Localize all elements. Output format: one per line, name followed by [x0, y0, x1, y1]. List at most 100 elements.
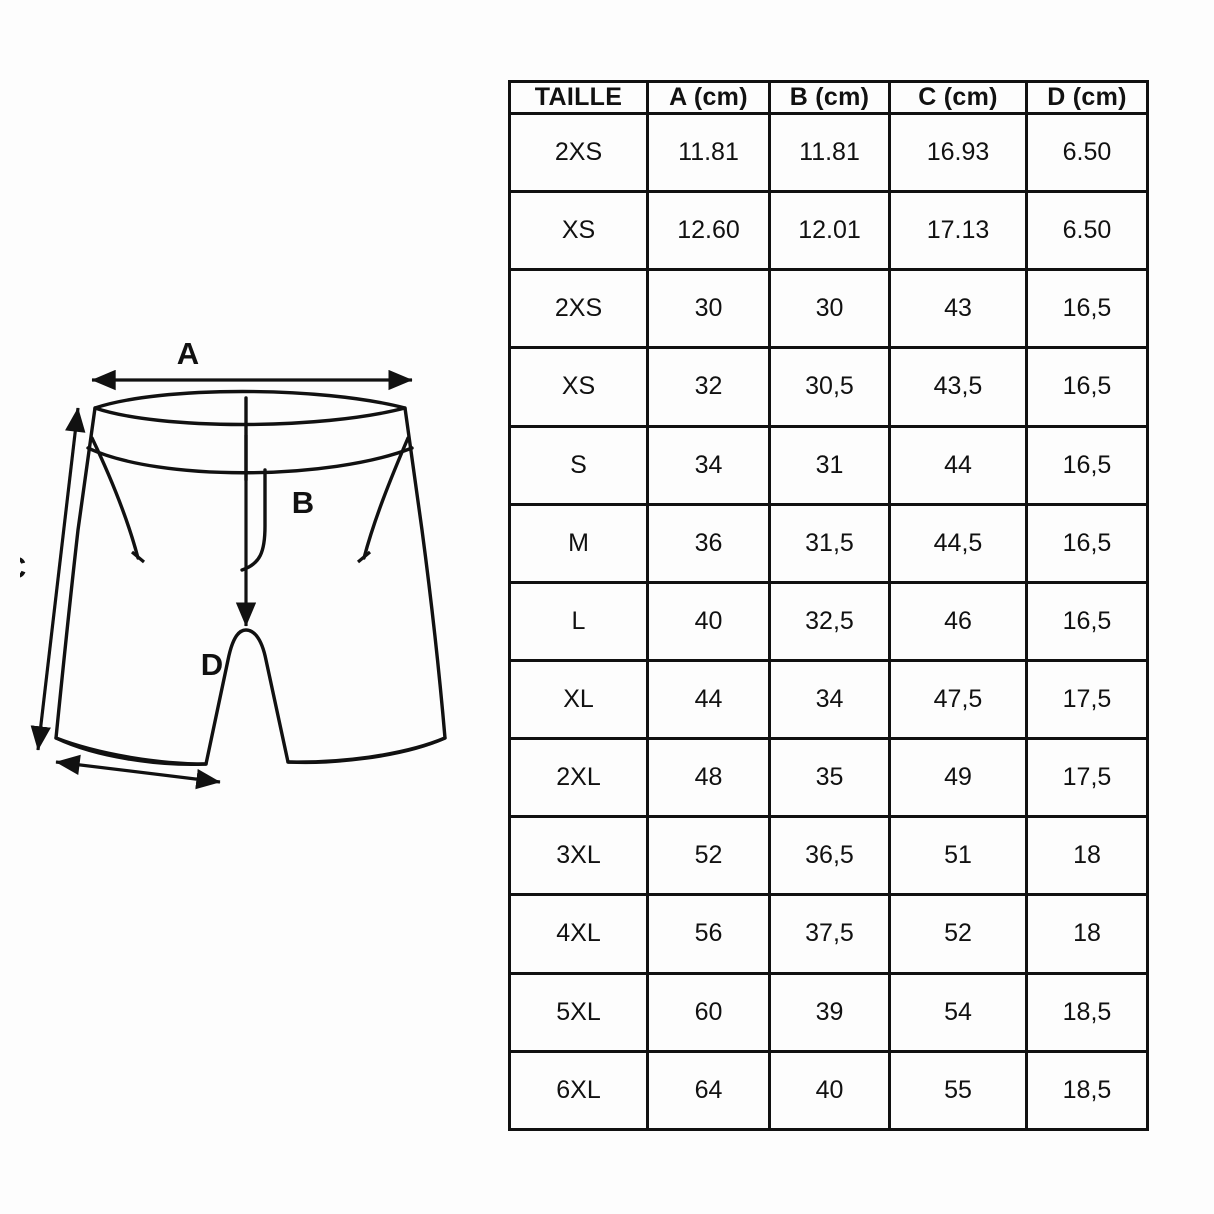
cell-c: 43,5 [888, 346, 1028, 428]
cell-a: 30 [646, 268, 771, 350]
cell-a: 12.60 [646, 190, 771, 272]
column-header-b: B (cm) [768, 80, 891, 115]
cell-b: 12.01 [768, 190, 891, 272]
cell-size: 3XL [508, 815, 649, 897]
cell-b: 31 [768, 424, 891, 506]
cell-b: 40 [768, 1049, 891, 1132]
cell-b: 30 [768, 268, 891, 350]
cell-b: 35 [768, 737, 891, 819]
cell-b: 34 [768, 658, 891, 741]
cell-size: 6XL [508, 1049, 649, 1132]
cell-d: 18,5 [1025, 1049, 1149, 1132]
cell-c: 17.13 [888, 190, 1028, 272]
cell-d: 16,5 [1025, 268, 1149, 350]
cell-a: 36 [646, 502, 771, 584]
cell-c: 49 [888, 737, 1028, 819]
table-row: 2XL 48 35 49 17,5 [508, 737, 1149, 819]
cell-size: XS [508, 346, 649, 428]
cell-a: 48 [646, 737, 771, 819]
dimension-label-a: A [177, 336, 199, 371]
cell-a: 64 [646, 1049, 771, 1132]
table-row: 5XL 60 39 54 18,5 [508, 971, 1149, 1053]
cell-a: 32 [646, 346, 771, 428]
table-row: XS 12.60 12.01 17.13 6.50 [508, 190, 1149, 272]
cell-size: 4XL [508, 893, 649, 975]
cell-a: 44 [646, 658, 771, 741]
shorts-technical-drawing: A B C D [20, 336, 447, 790]
cell-size: 5XL [508, 971, 649, 1053]
right-pocket-tick [356, 550, 372, 564]
cell-d: 6.50 [1025, 111, 1149, 194]
cell-size: 2XS [508, 268, 649, 350]
column-header-d: D (cm) [1025, 80, 1149, 115]
table-row: XS 32 30,5 43,5 16,5 [508, 346, 1149, 428]
table-row: L 40 32,5 46 16,5 [508, 580, 1149, 662]
cell-d: 16,5 [1025, 502, 1149, 584]
cell-d: 18,5 [1025, 971, 1149, 1053]
dimension-arrow-d [55, 754, 221, 790]
table-row: XL 44 34 47,5 17,5 [508, 658, 1149, 741]
cell-size: S [508, 424, 649, 506]
left-pocket-seam [90, 436, 140, 560]
dimension-arrow-c [30, 407, 86, 751]
cell-size: XL [508, 658, 649, 741]
column-header-c: C (cm) [888, 80, 1028, 115]
right-hem-edge [286, 736, 447, 764]
table-header-row: TAILLE A (cm) B (cm) C (cm) D (cm) [508, 80, 1149, 115]
cell-c: 16.93 [888, 111, 1028, 194]
cell-b: 36,5 [768, 815, 891, 897]
cell-c: 55 [888, 1049, 1028, 1132]
cell-b: 39 [768, 971, 891, 1053]
table-row: M 36 31,5 44,5 16,5 [508, 502, 1149, 584]
cell-d: 17,5 [1025, 737, 1149, 819]
cell-c: 46 [888, 580, 1028, 662]
dimension-label-d: D [201, 647, 223, 682]
size-chart-table: TAILLE A (cm) B (cm) C (cm) D (cm) 2XS 1… [508, 80, 1149, 1132]
left-pocket-tick [130, 550, 146, 564]
cell-c: 43 [888, 268, 1028, 350]
cell-size: XS [508, 190, 649, 272]
right-pocket-seam [362, 436, 410, 560]
cell-c: 54 [888, 971, 1028, 1053]
cell-b: 31,5 [768, 502, 891, 584]
cell-b: 30,5 [768, 346, 891, 428]
cell-b: 32,5 [768, 580, 891, 662]
cell-d: 16,5 [1025, 424, 1149, 506]
table-row: 2XS 11.81 11.81 16.93 6.50 [508, 111, 1149, 194]
cell-d: 17,5 [1025, 658, 1149, 741]
table-row: 4XL 56 37,5 52 18 [508, 893, 1149, 975]
waistband-top-seam [93, 406, 407, 427]
cell-c: 44 [888, 424, 1028, 506]
cell-c: 47,5 [888, 658, 1028, 741]
cell-d: 18 [1025, 893, 1149, 975]
cell-c: 52 [888, 893, 1028, 975]
cell-a: 52 [646, 815, 771, 897]
cell-size: 2XL [508, 737, 649, 819]
cell-a: 56 [646, 893, 771, 975]
cell-c: 44,5 [888, 502, 1028, 584]
cell-a: 40 [646, 580, 771, 662]
waistband-bottom-seam [86, 446, 414, 475]
cell-d: 18 [1025, 815, 1149, 897]
cell-size: L [508, 580, 649, 662]
dimension-label-b: B [292, 485, 314, 520]
shorts-diagram-panel: A B C D [0, 0, 500, 1214]
cell-a: 34 [646, 424, 771, 506]
dimension-label-c: C [20, 550, 26, 585]
table-row: 2XS 30 30 43 16,5 [508, 268, 1149, 350]
cell-d: 16,5 [1025, 346, 1149, 428]
table-row: S 34 31 44 16,5 [508, 424, 1149, 506]
table-row: 3XL 52 36,5 51 18 [508, 815, 1149, 897]
cell-c: 51 [888, 815, 1028, 897]
cell-b: 37,5 [768, 893, 891, 975]
cell-a: 60 [646, 971, 771, 1053]
cell-d: 16,5 [1025, 580, 1149, 662]
table-row: 6XL 64 40 55 18,5 [508, 1049, 1149, 1132]
shorts-outline [54, 389, 447, 766]
column-header-taille: TAILLE [508, 80, 649, 115]
cell-size: M [508, 502, 649, 584]
cell-d: 6.50 [1025, 190, 1149, 272]
size-chart-container: TAILLE A (cm) B (cm) C (cm) D (cm) 2XS 1… [508, 80, 1149, 1132]
cell-size: 2XS [508, 111, 649, 194]
column-header-a: A (cm) [646, 80, 771, 115]
